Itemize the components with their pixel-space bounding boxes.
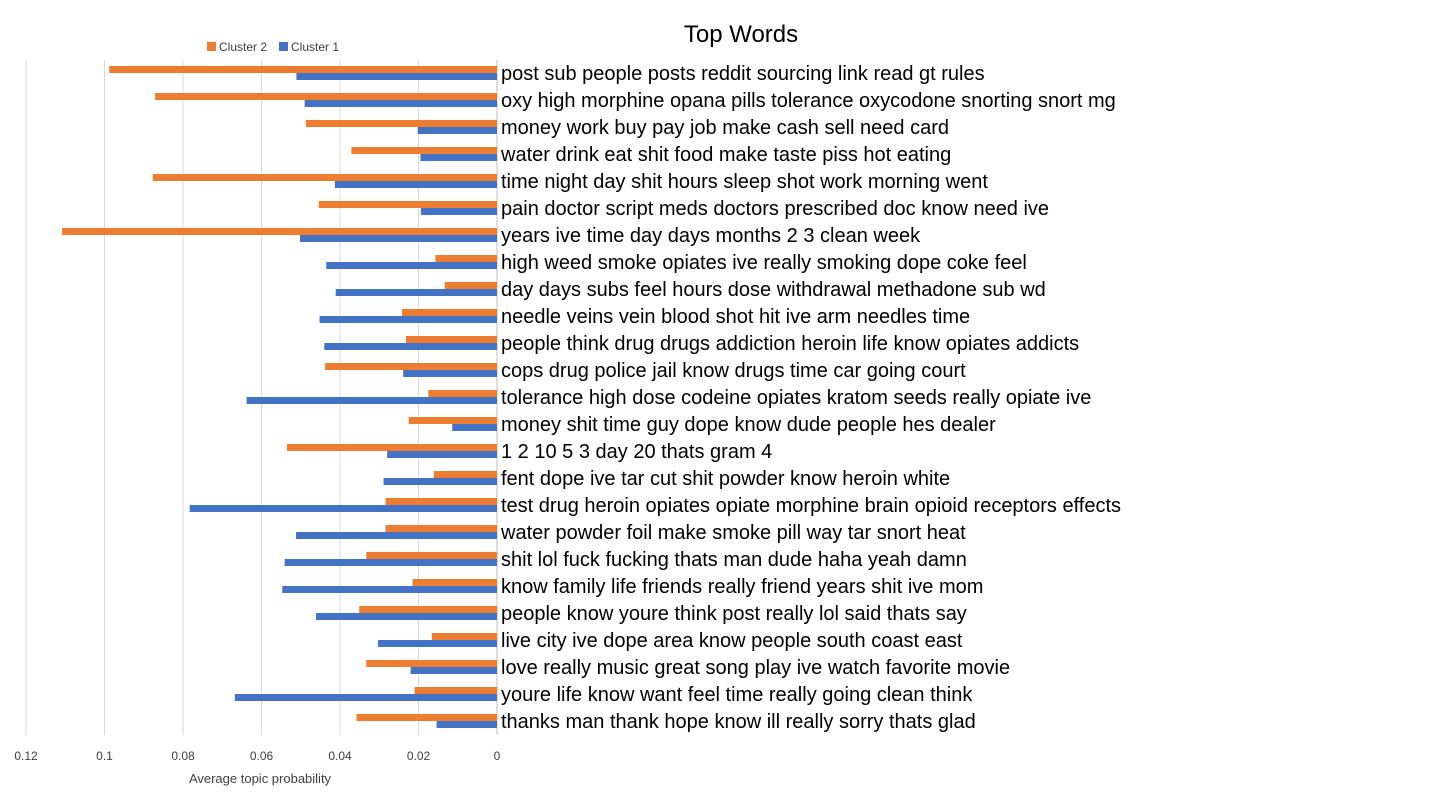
x-axis-ticks: 0.12 0.1 0.08 0.06 0.04 0.02 0 [14,749,500,763]
bar-cluster-2 [325,363,497,370]
category-label: fent dope ive tar cut shit powder know h… [501,468,950,490]
bar-cluster-2 [385,498,497,505]
bar-cluster-2 [152,174,497,181]
bar-cluster-2 [318,201,497,208]
bar-cluster-1 [334,181,497,188]
bars [62,66,498,728]
bar-cluster-1 [378,640,497,647]
bar-cluster-1 [452,424,497,431]
bar-cluster-2 [435,255,497,262]
bar-cluster-2 [431,633,497,640]
legend-swatch-cluster-2 [207,42,216,51]
category-label: people know youre think post really lol … [501,603,967,625]
bar-cluster-2 [444,282,497,289]
category-label: live city ive dope area know people sout… [501,630,963,652]
category-label: know family life friends really friend y… [501,576,983,598]
bar-cluster-1 [299,235,497,242]
bar-cluster-2 [412,579,497,586]
bar-cluster-2 [402,309,497,316]
bar-cluster-2 [351,147,497,154]
bar-cluster-1 [420,154,497,161]
bar-cluster-2 [433,471,497,478]
bar-cluster-1 [383,478,497,485]
category-label: money shit time guy dope know dude peopl… [501,414,996,436]
x-tick-label: 0.04 [328,749,352,763]
category-label: time night day shit hours sleep shot wor… [501,171,988,193]
category-label: day days subs feel hours dose withdrawal… [501,279,1046,301]
legend-swatch-cluster-1 [279,42,288,51]
x-tick-label: 0.1 [96,749,113,763]
bar-cluster-1 [335,289,497,296]
bar-cluster-1 [324,343,497,350]
bar-cluster-1 [282,586,497,593]
category-label: cops drug police jail know drugs time ca… [501,360,966,382]
bar-cluster-1 [403,370,497,377]
bar-cluster-1 [420,208,497,215]
category-labels: post sub people posts reddit sourcing li… [500,63,1121,733]
bar-cluster-2 [405,336,497,343]
category-label: 1 2 10 5 3 day 20 thats gram 4 [501,441,772,463]
bar-cluster-2 [155,93,497,100]
category-label: thanks man thank hope know ill really so… [501,711,976,733]
bar-cluster-2 [109,66,498,73]
chart-title: Top Words [684,21,798,48]
bar-cluster-2 [428,390,497,397]
category-label: water powder foil make smoke pill way ta… [500,522,966,544]
bar-cluster-2 [62,228,498,235]
bar-cluster-2 [385,525,497,532]
legend: Cluster 2 Cluster 1 [207,40,339,54]
legend-label-cluster-2: Cluster 2 [219,40,267,54]
category-label: test drug heroin opiates opiate morphine… [501,495,1121,517]
bar-cluster-2 [287,444,497,451]
category-label: pain doctor script meds doctors prescrib… [501,198,1049,220]
bar-cluster-2 [356,714,497,721]
category-label: shit lol fuck fucking thats man dude hah… [501,549,967,571]
bar-cluster-1 [189,505,498,512]
bar-cluster-1 [284,559,497,566]
category-label: people think drug drugs addiction heroin… [501,333,1079,355]
category-label: oxy high morphine opana pills tolerance … [501,90,1116,112]
bar-cluster-2 [305,120,497,127]
bar-cluster-2 [366,552,497,559]
bar-cluster-1 [304,100,497,107]
bar-cluster-1 [246,397,497,404]
category-label: youre life know want feel time really go… [501,684,973,706]
bar-cluster-1 [326,262,497,269]
bar-cluster-1 [387,451,497,458]
category-label: years ive time day days months 2 3 clean… [501,225,921,247]
x-tick-label: 0.12 [14,749,38,763]
category-label: water drink eat shit food make taste pis… [500,144,951,166]
category-label: high weed smoke opiates ive really smoki… [501,252,1027,274]
category-label: love really music great song play ive wa… [501,657,1010,679]
bar-cluster-1 [316,613,497,620]
category-label: money work buy pay job make cash sell ne… [501,117,949,139]
bar-cluster-2 [408,417,497,424]
legend-label-cluster-1: Cluster 1 [291,40,339,54]
bar-cluster-2 [366,660,497,667]
bar-cluster-2 [359,606,497,613]
x-tick-label: 0.02 [407,749,431,763]
category-label: tolerance high dose codeine opiates krat… [501,387,1091,409]
bar-cluster-1 [410,667,497,674]
bar-cluster-1 [436,721,497,728]
bar-cluster-1 [234,694,497,701]
x-tick-label: 0.06 [250,749,274,763]
x-tick-label: 0.08 [171,749,195,763]
x-tick-label: 0 [494,749,501,763]
bar-cluster-2 [414,687,497,694]
bar-cluster-1 [319,316,497,323]
category-label: needle veins vein blood shot hit ive arm… [501,306,970,328]
bar-cluster-1 [296,532,497,539]
bar-cluster-1 [417,127,497,134]
bar-cluster-1 [296,73,497,80]
category-label: post sub people posts reddit sourcing li… [501,63,985,85]
x-axis-title: Average topic probability [189,771,332,786]
